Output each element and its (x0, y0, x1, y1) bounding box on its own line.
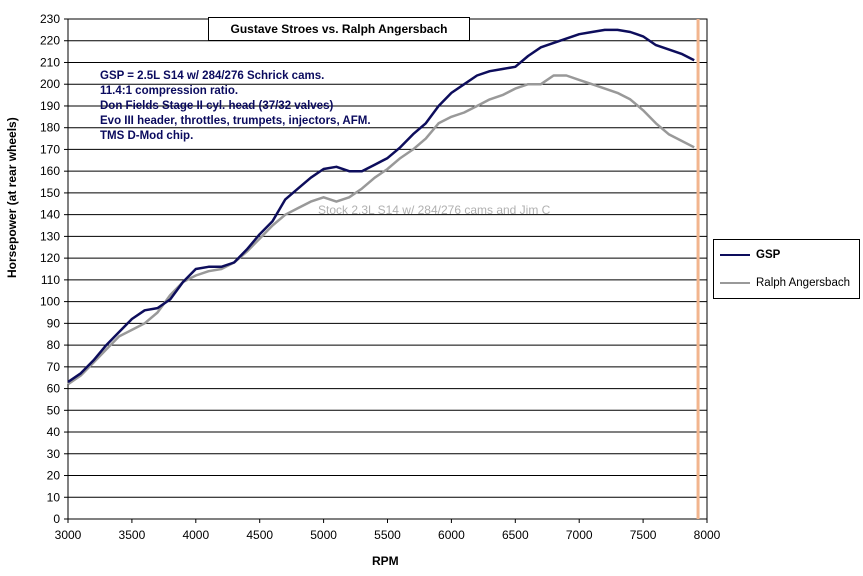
y-tick-label: 220 (40, 34, 60, 48)
annotation-line: 11.4:1 compression ratio. (100, 85, 239, 97)
annotation-text-block: GSP = 2.5L S14 w/ 284/276 Schrick cams. … (100, 69, 371, 144)
y-tick-label: 170 (40, 142, 60, 156)
y-axis-ticks: 0 10 20 30 40 50 60 70 80 90 100 110 120 130 140 150 160… (40, 12, 68, 526)
series-lines (67, 28, 695, 386)
y-tick-label: 0 (53, 512, 60, 526)
x-tick-label: 7000 (566, 528, 593, 542)
y-tick-label: 200 (40, 77, 60, 91)
y-tick-label: 30 (47, 447, 61, 461)
legend-item-gsp: GSP (720, 247, 780, 263)
y-tick-label: 230 (40, 12, 60, 26)
x-tick-label: 5500 (374, 528, 401, 542)
y-tick-label: 120 (40, 251, 60, 265)
x-tick-label: 3000 (55, 528, 82, 542)
legend: GSP Ralph Angersbach (713, 239, 860, 299)
y-tick-label: 10 (47, 490, 61, 504)
y-tick-label: 80 (47, 338, 61, 352)
annotation-line: TMS D-Mod chip. (100, 130, 194, 142)
legend-label: Ralph Angersbach (756, 277, 850, 289)
y-tick-label: 90 (47, 316, 61, 330)
y-tick-label: 70 (47, 360, 61, 374)
x-axis-label: RPM (372, 554, 399, 568)
series-line-ralph-angersbach (67, 74, 695, 386)
x-tick-label: 3500 (119, 528, 146, 542)
y-tick-label: 150 (40, 186, 60, 200)
x-tick-label: 7500 (630, 528, 657, 542)
chart-title: Gustave Stroes vs. Ralph Angersbach (208, 17, 470, 41)
plot-area (67, 18, 708, 520)
x-tick-label: 6500 (502, 528, 529, 542)
y-tick-label: 190 (40, 99, 60, 113)
x-tick-label: 4000 (182, 528, 209, 542)
legend-swatch (720, 282, 750, 284)
legend-swatch (720, 254, 750, 256)
x-tick-label: 5000 (310, 528, 337, 542)
x-axis-ticks: 3000 3500 4000 4500 5000 5500 6000 6500 7000 7500… (55, 519, 721, 542)
y-tick-label: 210 (40, 55, 60, 69)
series-line-gsp (67, 28, 695, 384)
y-tick-label: 160 (40, 164, 60, 178)
y-tick-label: 130 (40, 229, 60, 243)
y-axis-label: Horsepower (at rear wheels) (5, 117, 19, 278)
x-tick-label: 6000 (438, 528, 465, 542)
y-tick-label: 100 (40, 295, 60, 309)
legend-item-ralph: Ralph Angersbach (720, 275, 850, 291)
y-tick-label: 50 (47, 403, 61, 417)
x-tick-label: 4500 (246, 528, 273, 542)
annotation-line: Evo III header, throttles, trumpets, inj… (100, 115, 371, 127)
y-tick-label: 20 (47, 469, 61, 483)
legend-label: GSP (756, 249, 781, 261)
y-tick-label: 140 (40, 208, 60, 222)
annotation-line: GSP = 2.5L S14 w/ 284/276 Schrick cams. (100, 70, 325, 82)
x-tick-label: 8000 (694, 528, 721, 542)
y-tick-label: 110 (41, 273, 60, 287)
gridlines (68, 40, 707, 498)
series-annotation: Stock 2.3L S14 w/ 284/276 cams and Jim C (318, 203, 551, 217)
y-tick-label: 40 (47, 425, 61, 439)
y-tick-label: 60 (47, 382, 61, 396)
y-tick-label: 180 (40, 121, 60, 135)
annotation-line: Don Fields Stage II cyl. head (37/32 val… (100, 100, 334, 112)
